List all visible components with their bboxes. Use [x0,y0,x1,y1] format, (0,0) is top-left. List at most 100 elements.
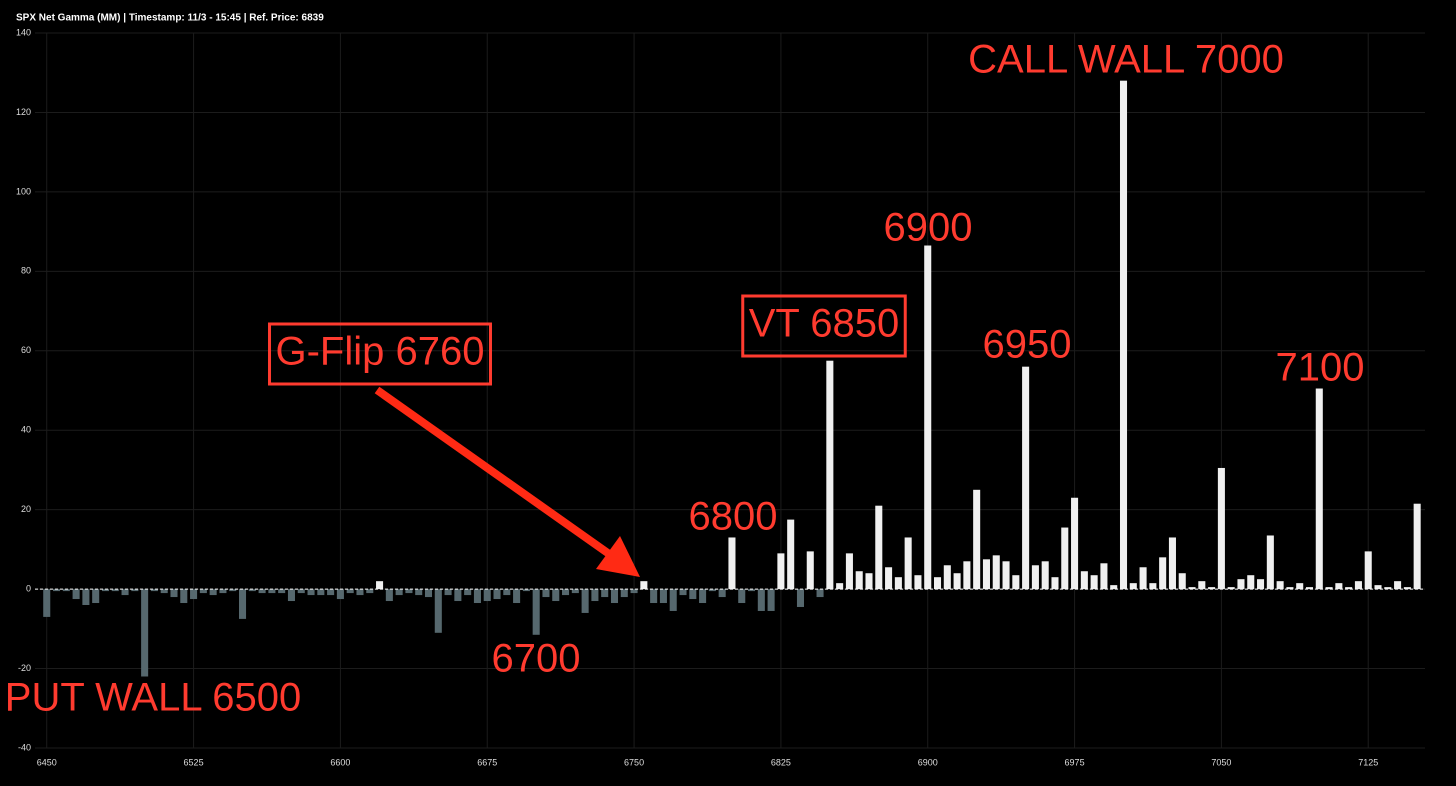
bar [757,589,765,611]
annotation: CALL WALL 7000 [968,38,1284,82]
bar [209,589,217,596]
bar [1305,587,1314,590]
bar [748,589,756,592]
bar [268,589,276,594]
bar [689,589,697,600]
bar [620,589,628,598]
x-tick-label: 6600 [330,757,350,767]
bar [1394,581,1402,590]
bar [552,589,560,602]
bar [219,589,227,594]
bar [699,589,707,604]
bar [336,589,344,600]
bar [1168,537,1176,590]
bar [1413,503,1421,590]
annotation: PUT WALL 6500 [5,676,301,720]
bar [953,573,961,590]
bar [160,589,168,594]
bar [1315,388,1323,590]
bar [650,589,658,604]
bar [1031,565,1039,590]
bar [1188,587,1196,590]
x-tick-label: 6675 [477,757,497,767]
bar [385,589,393,602]
bar [738,589,746,604]
bar [434,589,442,633]
bar [542,589,550,598]
annotation: VT 6850 [749,302,900,346]
bar [62,589,70,592]
bar [865,573,873,590]
bar [1364,551,1372,590]
bar [1227,587,1235,590]
bar [630,589,638,594]
bar [503,589,511,596]
bar [473,589,481,604]
bar [278,589,286,594]
bar [307,589,315,596]
bar [777,553,785,590]
bar [43,589,51,617]
bar [248,589,256,592]
bar [1061,527,1069,590]
bar [1257,579,1265,590]
annotation: 6700 [492,637,581,681]
bar [963,561,971,590]
annotation: G-Flip 6760 [276,330,485,374]
bar [327,589,335,596]
arrow-head [596,536,640,577]
bar [287,589,295,602]
bar [190,589,198,600]
bar [464,589,472,596]
bar [1335,583,1343,590]
bar [982,559,990,590]
bar [718,589,726,598]
bar [111,589,119,592]
bar [836,583,844,590]
bar [317,589,325,596]
bar [513,589,521,604]
annotation-box [741,294,907,358]
bar [1217,467,1225,590]
bar [493,589,501,600]
bar [483,589,491,602]
bar [875,505,883,590]
bar [1296,583,1304,590]
bar [150,589,158,592]
bar [894,577,902,590]
bar [1403,587,1411,590]
y-tick-label: 20 [21,504,31,514]
bar [816,589,824,598]
bar [845,553,853,590]
bar [1100,563,1108,590]
bar [454,589,462,602]
bar [924,245,932,590]
x-tick-label: 6975 [1065,757,1085,767]
arrow-shaft [374,386,615,560]
bar [1208,587,1216,590]
bar [855,571,863,590]
bar [914,575,922,590]
bar [679,589,687,596]
bar [1266,535,1274,590]
x-tick-label: 7050 [1211,757,1231,767]
annotation: 7100 [1276,346,1365,390]
bar [82,589,90,605]
bar [1090,575,1098,590]
bar [669,589,677,611]
annotation-box [268,322,492,386]
bar [806,551,814,590]
bar [170,589,178,598]
y-tick-label: 100 [16,186,31,196]
bar [1119,80,1128,590]
bar [1237,579,1245,590]
bar [943,565,951,590]
bar [659,589,667,604]
chart-title: SPX Net Gamma (MM) | Timestamp: 11/3 - 1… [16,13,324,24]
bar [571,589,579,594]
bar [1012,575,1020,590]
bar [1354,581,1362,590]
bar [92,589,100,604]
bar [131,589,139,592]
